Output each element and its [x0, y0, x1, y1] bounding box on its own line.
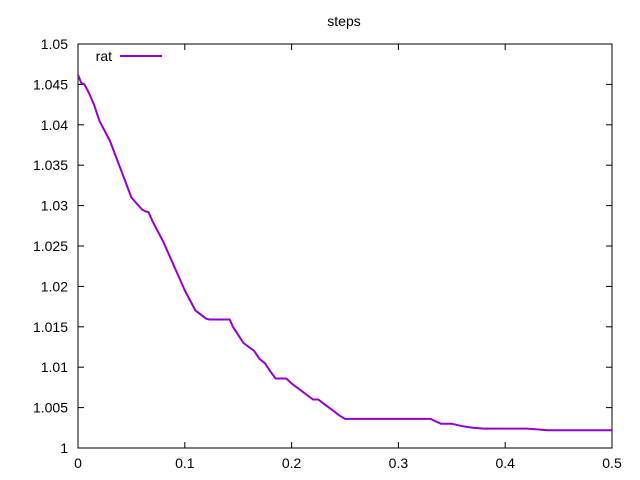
x-tick-label: 0: [74, 455, 82, 471]
chart-title: steps: [327, 13, 360, 29]
x-tick-label: 0.4: [495, 455, 515, 471]
y-tick-label: 1.015: [33, 319, 68, 335]
y-tick-label: 1.045: [33, 76, 68, 92]
x-tick-label: 0.3: [389, 455, 409, 471]
x-tick-label: 0.2: [282, 455, 302, 471]
legend-label-rat: rat: [96, 48, 112, 64]
y-tick-label: 1.005: [33, 400, 68, 416]
axes: 0 0.1 0.2 0.3 0.4 0.5 1 1.005 1.01 1.015 1.02 1.025…: [33, 36, 622, 471]
x-tick-label: 0.5: [602, 455, 622, 471]
x-tick-label: 0.1: [175, 455, 195, 471]
series-layer: [77, 74, 613, 432]
y-tick-label: 1.04: [41, 117, 68, 133]
y-tick-label: 1.02: [41, 278, 68, 294]
legend: rat: [96, 48, 162, 64]
y-tick-label: 1.025: [33, 238, 68, 254]
y-tick-label: 1: [60, 440, 68, 456]
y-tick-label: 1.01: [41, 359, 68, 375]
y-tick-label: 1.03: [41, 198, 68, 214]
y-tick-label: 1.05: [41, 36, 68, 52]
y-tick-label: 1.035: [33, 157, 68, 173]
series-line-rat: [77, 74, 612, 432]
